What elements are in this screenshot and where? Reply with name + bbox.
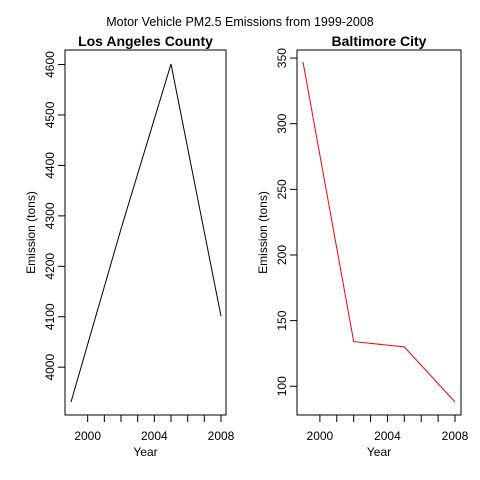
x-tick-label: 2008 — [442, 429, 469, 443]
panel-title: Baltimore City — [332, 33, 427, 49]
y-tick-label: 4200 — [43, 253, 57, 280]
plot-frame — [296, 49, 462, 416]
y-tick-label: 4000 — [43, 354, 57, 381]
series-line — [302, 61, 456, 403]
y-tick-label: 4600 — [43, 51, 57, 78]
y-tick-label: 100 — [275, 376, 289, 396]
y-tick-label: 4400 — [43, 152, 57, 179]
x-tick-label: 2000 — [307, 429, 334, 443]
x-tick-label: 2004 — [141, 429, 168, 443]
y-axis-label: Emission (tons) — [24, 191, 38, 274]
plot-frame — [64, 49, 227, 416]
y-tick-label: 350 — [275, 48, 289, 68]
series-line — [70, 63, 222, 403]
panel-title: Los Angeles County — [78, 33, 213, 49]
figure-title: Motor Vehicle PM2.5 Emissions from 1999-… — [106, 15, 374, 29]
y-tick-label: 4300 — [43, 202, 57, 229]
y-tick-label: 4100 — [43, 303, 57, 330]
y-tick-label: 250 — [275, 179, 289, 199]
y-tick-label: 4500 — [43, 101, 57, 128]
y-tick-label: 150 — [275, 310, 289, 330]
panel-la: Los Angeles County 2000 2004 2008 4000 4100 42… — [24, 33, 235, 459]
panel-bc: Baltimore City 2000 2004 2008 100 150 200 250 30… — [256, 33, 469, 459]
y-tick-label: 200 — [275, 245, 289, 265]
x-tick-label: 2004 — [374, 429, 401, 443]
x-tick-label: 2008 — [208, 429, 235, 443]
x-axis-label: Year — [133, 445, 157, 459]
x-axis-label: Year — [367, 445, 391, 459]
y-tick-label: 300 — [275, 113, 289, 133]
x-tick-label: 2000 — [74, 429, 101, 443]
y-axis-label: Emission (tons) — [256, 191, 270, 274]
